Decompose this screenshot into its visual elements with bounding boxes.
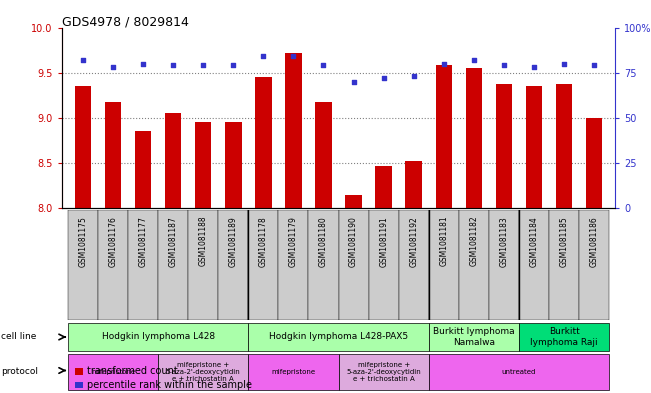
Bar bbox=[195, 122, 212, 208]
Point bbox=[408, 73, 419, 79]
Text: GSM1081190: GSM1081190 bbox=[349, 216, 358, 266]
Bar bbox=[519, 323, 609, 351]
Bar bbox=[579, 210, 609, 320]
Text: untreated: untreated bbox=[502, 369, 536, 375]
Text: GSM1081188: GSM1081188 bbox=[199, 216, 208, 266]
Point bbox=[228, 62, 238, 69]
Text: protocol: protocol bbox=[1, 367, 38, 376]
Bar bbox=[68, 354, 158, 390]
Bar bbox=[429, 354, 609, 390]
Bar bbox=[339, 354, 429, 390]
Bar bbox=[586, 118, 602, 208]
Bar bbox=[165, 113, 182, 208]
Text: GSM1081187: GSM1081187 bbox=[169, 216, 178, 266]
Bar bbox=[459, 210, 489, 320]
Bar bbox=[255, 77, 271, 208]
Text: GSM1081182: GSM1081182 bbox=[469, 216, 478, 266]
Text: GSM1081184: GSM1081184 bbox=[529, 216, 538, 266]
Bar bbox=[248, 210, 279, 320]
Bar bbox=[188, 210, 218, 320]
Point bbox=[499, 62, 509, 69]
Bar bbox=[429, 210, 459, 320]
Bar bbox=[98, 210, 128, 320]
Bar bbox=[436, 66, 452, 208]
Point bbox=[108, 64, 118, 70]
Bar bbox=[406, 161, 422, 208]
Bar bbox=[105, 102, 121, 208]
Point bbox=[348, 79, 359, 85]
Bar bbox=[225, 122, 242, 208]
Bar bbox=[218, 210, 248, 320]
Point bbox=[529, 64, 539, 70]
Bar bbox=[339, 210, 368, 320]
Point bbox=[168, 62, 178, 69]
Bar bbox=[75, 86, 91, 208]
Point bbox=[318, 62, 329, 69]
Bar bbox=[526, 86, 542, 208]
Text: Hodgkin lymphoma L428-PAX5: Hodgkin lymphoma L428-PAX5 bbox=[269, 332, 408, 342]
Bar bbox=[135, 131, 151, 208]
Point bbox=[469, 57, 479, 63]
Bar bbox=[309, 210, 339, 320]
Point bbox=[198, 62, 208, 69]
Text: GSM1081177: GSM1081177 bbox=[139, 216, 148, 266]
Point bbox=[258, 53, 269, 60]
Text: Hodgkin lymphoma L428: Hodgkin lymphoma L428 bbox=[102, 332, 215, 342]
Text: GSM1081178: GSM1081178 bbox=[259, 216, 268, 266]
Point bbox=[589, 62, 600, 69]
Bar bbox=[279, 210, 309, 320]
Bar bbox=[376, 166, 392, 208]
Text: GSM1081181: GSM1081181 bbox=[439, 216, 449, 266]
Bar bbox=[68, 323, 248, 351]
Text: GSM1081191: GSM1081191 bbox=[379, 216, 388, 266]
Text: mifepristone +
5-aza-2'-deoxycytidin
e + trichostatin A: mifepristone + 5-aza-2'-deoxycytidin e +… bbox=[346, 362, 421, 382]
Text: Burkitt
lymphoma Raji: Burkitt lymphoma Raji bbox=[531, 327, 598, 347]
Point bbox=[559, 61, 569, 67]
Bar bbox=[465, 68, 482, 208]
Text: GSM1081176: GSM1081176 bbox=[109, 216, 117, 266]
Text: GSM1081185: GSM1081185 bbox=[560, 216, 568, 266]
Text: percentile rank within the sample: percentile rank within the sample bbox=[87, 380, 251, 390]
Bar bbox=[495, 84, 512, 208]
Bar bbox=[248, 354, 339, 390]
Text: mifepristone +
5-aza-2'-deoxycytidin
e + trichostatin A: mifepristone + 5-aza-2'-deoxycytidin e +… bbox=[166, 362, 241, 382]
Bar bbox=[128, 210, 158, 320]
Bar bbox=[398, 210, 429, 320]
Point bbox=[138, 61, 148, 67]
Text: GSM1081175: GSM1081175 bbox=[78, 216, 87, 266]
Text: GDS4978 / 8029814: GDS4978 / 8029814 bbox=[62, 16, 189, 29]
Text: GSM1081180: GSM1081180 bbox=[319, 216, 328, 266]
Bar bbox=[489, 210, 519, 320]
Text: mifepristone: mifepristone bbox=[271, 369, 316, 375]
Point bbox=[288, 53, 299, 60]
Text: GSM1081189: GSM1081189 bbox=[229, 216, 238, 266]
Bar bbox=[519, 210, 549, 320]
Text: GSM1081192: GSM1081192 bbox=[409, 216, 418, 266]
Bar bbox=[158, 354, 248, 390]
Text: GSM1081186: GSM1081186 bbox=[590, 216, 599, 266]
Text: GSM1081179: GSM1081179 bbox=[289, 216, 298, 266]
Text: GSM1081183: GSM1081183 bbox=[499, 216, 508, 266]
Bar bbox=[315, 102, 332, 208]
Bar bbox=[68, 210, 98, 320]
Bar bbox=[368, 210, 398, 320]
Bar bbox=[429, 323, 519, 351]
Bar bbox=[158, 210, 188, 320]
Bar bbox=[549, 210, 579, 320]
Bar bbox=[556, 84, 572, 208]
Point bbox=[378, 75, 389, 81]
Text: transformed count: transformed count bbox=[87, 366, 177, 376]
Point bbox=[439, 61, 449, 67]
Text: cell line: cell line bbox=[1, 332, 36, 342]
Bar bbox=[345, 195, 362, 208]
Bar bbox=[248, 323, 429, 351]
Text: mifepristone: mifepristone bbox=[91, 369, 135, 375]
Point bbox=[77, 57, 88, 63]
Bar bbox=[285, 53, 301, 208]
Text: Burkitt lymphoma
Namalwa: Burkitt lymphoma Namalwa bbox=[433, 327, 515, 347]
